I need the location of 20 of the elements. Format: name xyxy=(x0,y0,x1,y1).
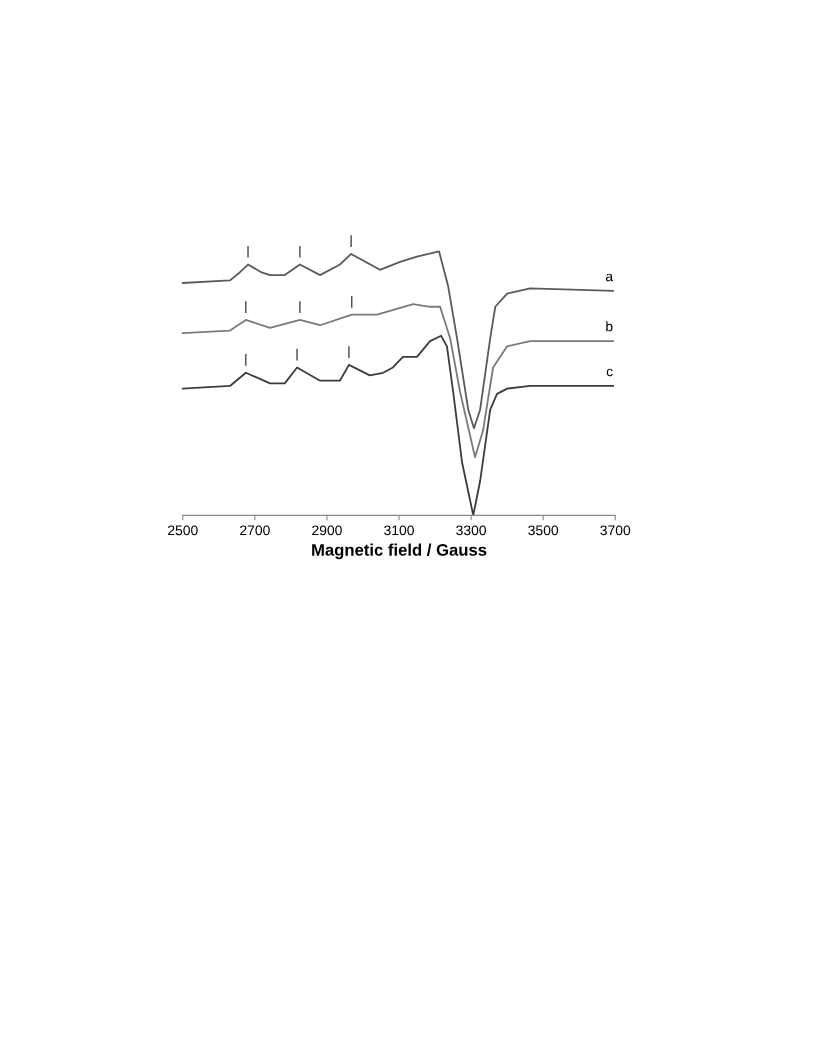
annotation: | xyxy=(351,296,353,308)
x-tick-label: 2700 xyxy=(240,525,270,536)
series-label: a xyxy=(605,273,614,282)
x-tick-label: 3500 xyxy=(528,525,559,536)
series-label: b xyxy=(606,321,613,332)
x-tick-label: 3300 xyxy=(456,525,487,536)
annotation: | xyxy=(299,245,301,258)
x-axis-title: Magnetic field / Gauss xyxy=(312,543,487,560)
annotation: | xyxy=(299,301,301,314)
annotation: | xyxy=(247,245,249,258)
x-tick-label: 3700 xyxy=(600,525,631,536)
x-tick-label: 2500 xyxy=(168,525,198,536)
x-tick-label: 2900 xyxy=(312,525,342,536)
annotation: | xyxy=(245,301,247,314)
annotation: | xyxy=(350,235,352,248)
annotation: | xyxy=(245,354,247,366)
annotation: | xyxy=(296,348,298,361)
series-label: c xyxy=(606,368,613,377)
annotation: | xyxy=(348,346,350,358)
x-tick-label: 3100 xyxy=(384,525,414,536)
